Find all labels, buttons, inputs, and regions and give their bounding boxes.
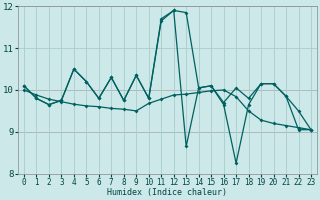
X-axis label: Humidex (Indice chaleur): Humidex (Indice chaleur) — [108, 188, 228, 197]
